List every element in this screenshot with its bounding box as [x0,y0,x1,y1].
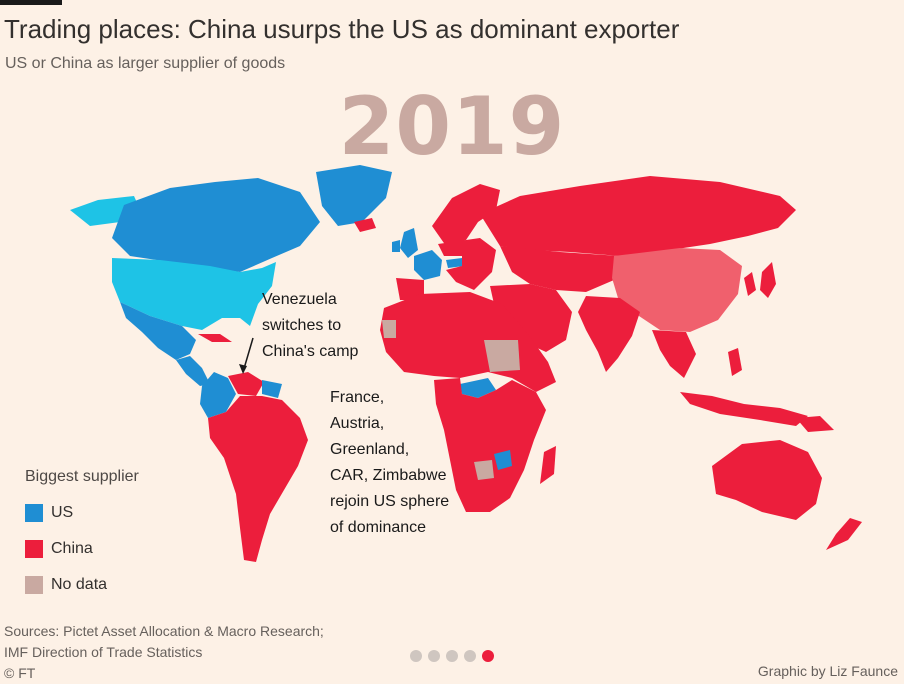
zimbabwe [494,450,512,470]
legend-swatch-no-data [25,576,43,594]
russia [480,176,796,256]
iceland [354,218,376,232]
legend-label: No data [51,576,108,593]
central-asia [500,246,620,292]
source-line: IMF Direction of Trade Statistics [4,644,203,660]
southeast-asia [652,330,696,378]
annotation-venezuela: Venezuela switches to China's camp [262,287,358,365]
middle-east [490,284,572,352]
central-america [176,356,210,386]
sudan [484,340,520,372]
source-line: Sources: Pictet Asset Allocation & Macro… [4,623,324,639]
annotation-line: Greenland, [330,441,410,458]
ireland [392,240,400,252]
madagascar [540,446,556,484]
france [414,250,442,280]
map-legend: Biggest supplier US China No data [25,468,139,603]
pagination-dots[interactable] [410,650,500,662]
africa-south [434,378,546,512]
venezuela [228,372,264,396]
pagination-dot[interactable] [410,650,422,662]
annotation-line: switches to [262,317,342,334]
iberia [396,278,424,300]
legend-label: China [51,540,93,557]
greenland [316,165,392,226]
legend-swatch-us [25,504,43,522]
annotation-line: of dominance [330,519,427,536]
chart-subtitle: US or China as larger supplier of goods [5,55,286,72]
australia [712,440,822,520]
uk [400,228,418,258]
legend-item-no-data: No data [25,567,139,603]
cuba [198,334,232,342]
annotation-rejoin-us: France, Austria, Greenland, CAR, Zimbabw… [330,385,449,541]
pagination-dot[interactable] [482,650,494,662]
usa [112,258,276,330]
western-sahara [382,320,396,338]
austria [446,258,464,268]
annotation-line: China's camp [262,343,359,360]
india [578,296,640,372]
south-america [208,396,308,562]
pagination-dot[interactable] [446,650,458,662]
indonesia [680,392,808,426]
chart-title: Trading places: China usurps the US as d… [4,14,680,44]
world-map [70,165,862,562]
annotation-arrowhead [239,364,247,374]
legend-item-china: China [25,531,139,567]
annotation-line: Venezuela [262,291,337,308]
korea-japan [744,262,776,298]
papua-new-guinea [796,416,834,432]
legend-title: Biggest supplier [25,468,139,485]
central-europe [438,238,496,290]
legend-item-us: US [25,495,139,531]
annotation-line: CAR, Zimbabwe [330,467,447,484]
canada [112,178,320,272]
new-zealand [826,518,862,550]
mexico [120,302,196,360]
pagination-dot[interactable] [464,650,476,662]
legend-swatch-china [25,540,43,558]
copyright: © FT [4,665,36,681]
colombia [200,372,236,418]
philippines [728,348,742,376]
china [612,248,742,332]
guianas [262,380,282,398]
sources-note: Sources: Pictet Asset Allocation & Macro… [4,621,324,684]
scandinavia [432,184,500,246]
graphic-credit: Graphic by Liz Faunce [757,663,898,679]
year-label: 2019 [338,80,566,173]
botswana [474,460,494,480]
legend-label: US [51,504,74,521]
annotation-line: France, [330,389,385,406]
annotation-line: Austria, [330,415,385,432]
brand-bar [0,0,62,5]
pagination-dot[interactable] [428,650,440,662]
car [460,378,496,398]
annotation-line: rejoin US sphere [330,493,450,510]
